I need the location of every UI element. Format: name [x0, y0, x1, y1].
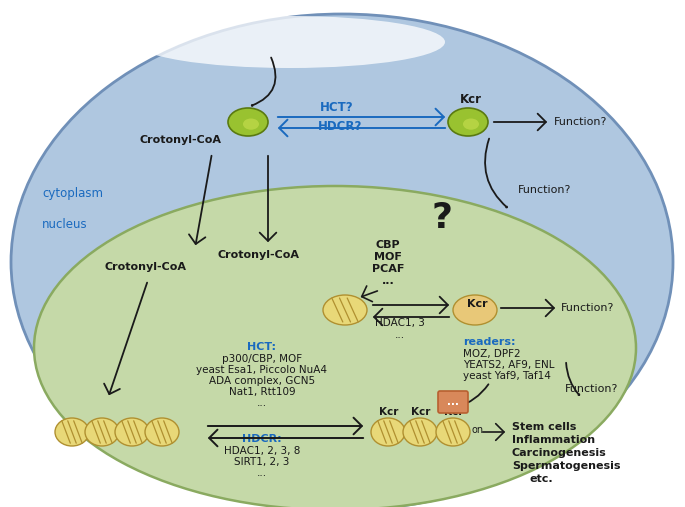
Text: PCAF: PCAF: [372, 264, 404, 274]
Text: Carcinogenesis: Carcinogenesis: [512, 448, 607, 458]
Text: etc.: etc.: [530, 474, 553, 484]
Text: ...: ...: [257, 398, 267, 408]
Ellipse shape: [436, 418, 470, 446]
Text: ...: ...: [382, 276, 395, 286]
Text: Function?: Function?: [518, 185, 571, 195]
Text: ...: ...: [447, 397, 459, 407]
Ellipse shape: [453, 295, 497, 325]
Text: Kcr: Kcr: [467, 299, 488, 309]
Ellipse shape: [85, 418, 119, 446]
Text: readers:: readers:: [463, 337, 516, 347]
FancyArrowPatch shape: [457, 384, 488, 407]
Text: HCT:: HCT:: [247, 342, 277, 352]
Text: Function?: Function?: [565, 384, 619, 394]
Text: Function?: Function?: [554, 117, 608, 127]
Text: ...: ...: [395, 330, 405, 340]
Text: ADA complex, GCN5: ADA complex, GCN5: [209, 376, 315, 386]
Text: nucleus: nucleus: [42, 218, 88, 231]
FancyArrowPatch shape: [566, 363, 580, 395]
Text: Stem cells: Stem cells: [512, 422, 576, 432]
Text: Kcr: Kcr: [460, 93, 482, 106]
Text: CBP: CBP: [375, 240, 400, 250]
Text: YEATS2, AF9, ENL: YEATS2, AF9, ENL: [463, 360, 554, 370]
FancyBboxPatch shape: [438, 391, 468, 413]
FancyArrowPatch shape: [252, 57, 275, 106]
Ellipse shape: [34, 186, 636, 507]
Text: Kcr: Kcr: [379, 407, 399, 417]
Text: HDAC1, 2, 3, 8: HDAC1, 2, 3, 8: [224, 446, 300, 456]
Ellipse shape: [135, 16, 445, 68]
Ellipse shape: [448, 108, 488, 136]
Ellipse shape: [145, 418, 179, 446]
Ellipse shape: [243, 119, 259, 130]
Ellipse shape: [323, 295, 367, 325]
Text: Spermatogenesis: Spermatogenesis: [512, 461, 621, 471]
Text: SIRT1, 2, 3: SIRT1, 2, 3: [234, 457, 290, 467]
Text: ...: ...: [257, 468, 267, 478]
FancyArrowPatch shape: [485, 138, 507, 207]
Text: cytoplasm: cytoplasm: [42, 187, 103, 200]
Text: HDAC1, 3: HDAC1, 3: [375, 318, 425, 328]
Text: MOZ, DPF2: MOZ, DPF2: [463, 349, 521, 359]
Text: yeast Esa1, Piccolo NuA4: yeast Esa1, Piccolo NuA4: [197, 365, 327, 375]
Text: ?: ?: [432, 201, 453, 235]
Text: p300/CBP, MOF: p300/CBP, MOF: [222, 354, 302, 364]
Text: Crotonyl-CoA: Crotonyl-CoA: [218, 250, 300, 260]
Text: yeast Yaf9, Taf14: yeast Yaf9, Taf14: [463, 371, 551, 381]
Ellipse shape: [11, 14, 673, 507]
Text: Crotonyl-CoA: Crotonyl-CoA: [105, 262, 187, 272]
Text: HDCR:: HDCR:: [242, 434, 282, 444]
Ellipse shape: [403, 418, 437, 446]
Ellipse shape: [371, 418, 405, 446]
Ellipse shape: [463, 119, 479, 130]
Text: Kcr: Kcr: [444, 407, 463, 417]
Ellipse shape: [228, 108, 268, 136]
Ellipse shape: [115, 418, 149, 446]
Text: HDCR?: HDCR?: [318, 120, 362, 133]
Text: Nat1, Rtt109: Nat1, Rtt109: [229, 387, 295, 397]
Text: Function?: Function?: [561, 303, 614, 313]
Text: Inflammation: Inflammation: [512, 435, 595, 445]
Text: MOF: MOF: [374, 252, 402, 262]
Text: HCT?: HCT?: [320, 101, 353, 114]
Text: on: on: [472, 425, 484, 435]
Ellipse shape: [55, 418, 89, 446]
Text: Kcr: Kcr: [411, 407, 430, 417]
Text: Crotonyl-CoA: Crotonyl-CoA: [140, 135, 222, 145]
